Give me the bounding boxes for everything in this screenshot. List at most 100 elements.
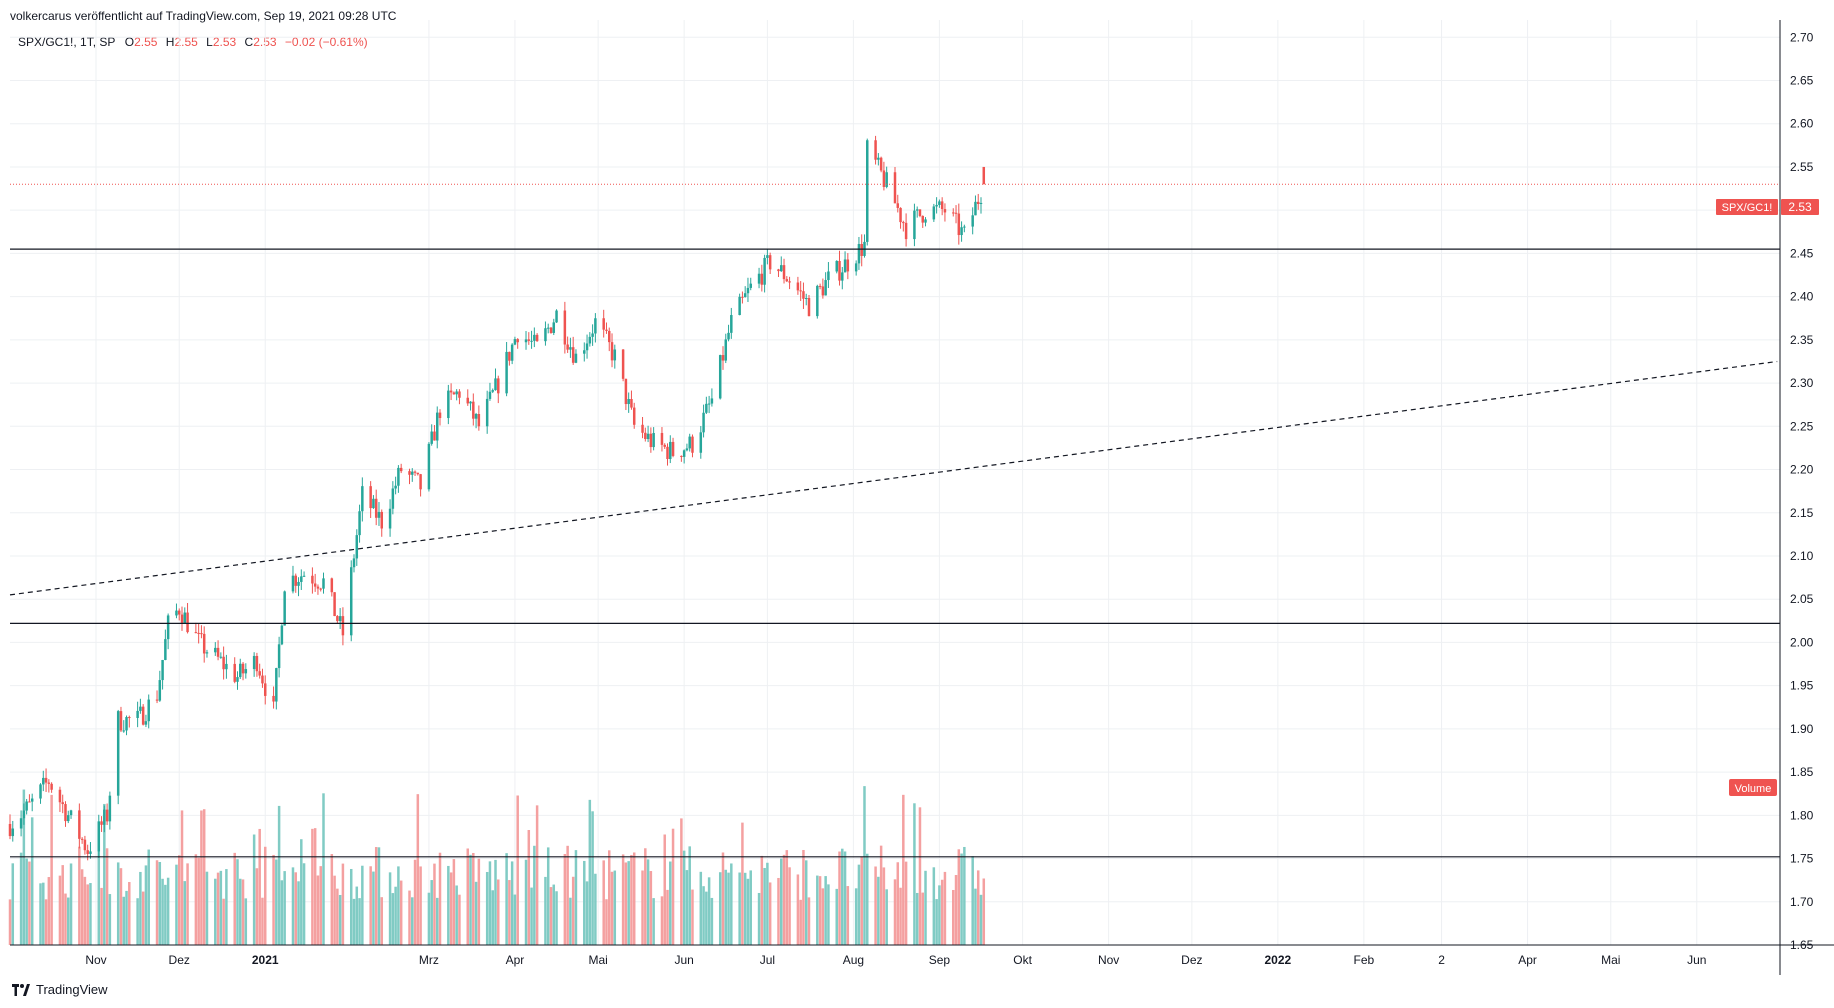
candle-body xyxy=(552,322,556,333)
volume-bar xyxy=(857,864,861,945)
candle-body xyxy=(766,255,769,258)
volume-bar xyxy=(47,877,51,945)
footer-brand[interactable]: TradingView xyxy=(12,982,108,997)
volume-bar xyxy=(485,871,489,945)
candle-body xyxy=(61,802,64,805)
candle-body xyxy=(497,378,500,394)
volume-bar xyxy=(166,877,170,945)
price-axis-ticks[interactable]: 2.702.652.602.552.502.452.402.352.302.25… xyxy=(1790,30,1814,952)
volume-bar xyxy=(491,890,494,945)
candle-body xyxy=(28,801,31,803)
candle-body xyxy=(924,219,927,223)
candle-body xyxy=(866,140,869,242)
volume-bar xyxy=(879,845,883,945)
candle-body xyxy=(768,255,772,270)
volume-bar xyxy=(932,867,936,945)
candle-body xyxy=(374,498,378,518)
candle-body xyxy=(355,535,359,559)
candle-body xyxy=(236,677,239,682)
volume-bar xyxy=(824,876,827,945)
candle-body xyxy=(391,488,395,509)
candle-body xyxy=(319,588,322,590)
candle-body xyxy=(646,433,650,440)
candle-body xyxy=(97,821,101,852)
volume-bar xyxy=(58,875,62,945)
candle-body xyxy=(663,444,666,447)
time-tick-label: Jun xyxy=(1687,953,1706,967)
volume-bar xyxy=(119,868,123,945)
candle-body xyxy=(438,412,442,419)
candle-body xyxy=(449,390,453,393)
candle-body xyxy=(103,809,106,825)
candle-body xyxy=(918,209,922,216)
volume-bar xyxy=(358,898,361,945)
candle-body xyxy=(25,801,28,811)
volume-bar xyxy=(272,854,275,945)
trend-line-dashed[interactable] xyxy=(9,360,1778,596)
candle-body xyxy=(474,413,478,419)
volume-bar xyxy=(607,850,611,945)
volume-bar xyxy=(627,861,630,945)
volume-bar xyxy=(186,863,189,945)
volume-bar xyxy=(147,849,150,945)
candle-body xyxy=(64,804,67,822)
candle-body xyxy=(408,471,411,475)
volume-bar xyxy=(641,870,644,945)
volume-bar xyxy=(252,834,256,945)
candle-body xyxy=(835,260,838,272)
volume-bar xyxy=(583,860,586,945)
candle-body xyxy=(893,172,897,204)
volume-bar xyxy=(957,849,961,945)
volume-bar xyxy=(394,886,397,945)
volume-bar xyxy=(316,875,320,945)
candle-body xyxy=(682,450,686,457)
candle-body xyxy=(491,390,494,392)
volume-bar xyxy=(302,863,306,945)
volume-bar xyxy=(158,861,162,945)
volume-bar xyxy=(885,889,888,945)
candle-body xyxy=(685,448,689,451)
volume-bar xyxy=(177,855,181,945)
volume-bar xyxy=(430,880,433,945)
time-axis-ticks[interactable]: Nov Dez 2021 Mrz Apr Mai Jun Jul Aug Sep Okt Nov Dez… xyxy=(85,953,1706,967)
volume-bar xyxy=(924,870,927,945)
candle-body xyxy=(588,336,592,344)
candle-body xyxy=(841,272,844,281)
volume-bar xyxy=(399,880,403,945)
volume-bar xyxy=(433,863,436,945)
volume-bar xyxy=(510,861,514,945)
candle-body xyxy=(283,591,286,626)
candle-body xyxy=(605,329,608,331)
volume-bar xyxy=(757,892,761,945)
candle-body xyxy=(513,339,517,345)
candle-body xyxy=(535,334,539,342)
volume-bar xyxy=(963,846,966,945)
volume-bar xyxy=(874,866,877,945)
candle-body xyxy=(796,282,800,291)
volume-bar xyxy=(427,892,431,945)
candle-body xyxy=(816,285,819,317)
candle-body xyxy=(333,592,336,617)
volume-bar xyxy=(680,818,683,945)
candle-body xyxy=(388,508,392,529)
volume-bar xyxy=(688,846,691,945)
volume-bar xyxy=(419,866,422,945)
volume-bar xyxy=(877,876,880,945)
price-tick-label: 2.55 xyxy=(1790,160,1814,174)
volume-bar xyxy=(8,899,12,945)
candle-body xyxy=(982,166,986,185)
volume-bar xyxy=(610,871,614,945)
volume-bar xyxy=(632,852,636,945)
candle-body xyxy=(158,680,162,701)
volume-bar xyxy=(205,871,209,945)
volume-bar xyxy=(935,899,938,945)
candle-body xyxy=(252,655,256,670)
candle-body xyxy=(147,699,150,722)
candle-body xyxy=(660,432,664,445)
volume-bar xyxy=(144,865,148,945)
volume-bar xyxy=(78,846,81,945)
volume-bar xyxy=(588,799,592,945)
volume-bar xyxy=(649,871,653,945)
time-tick-label: 2022 xyxy=(1265,953,1292,967)
